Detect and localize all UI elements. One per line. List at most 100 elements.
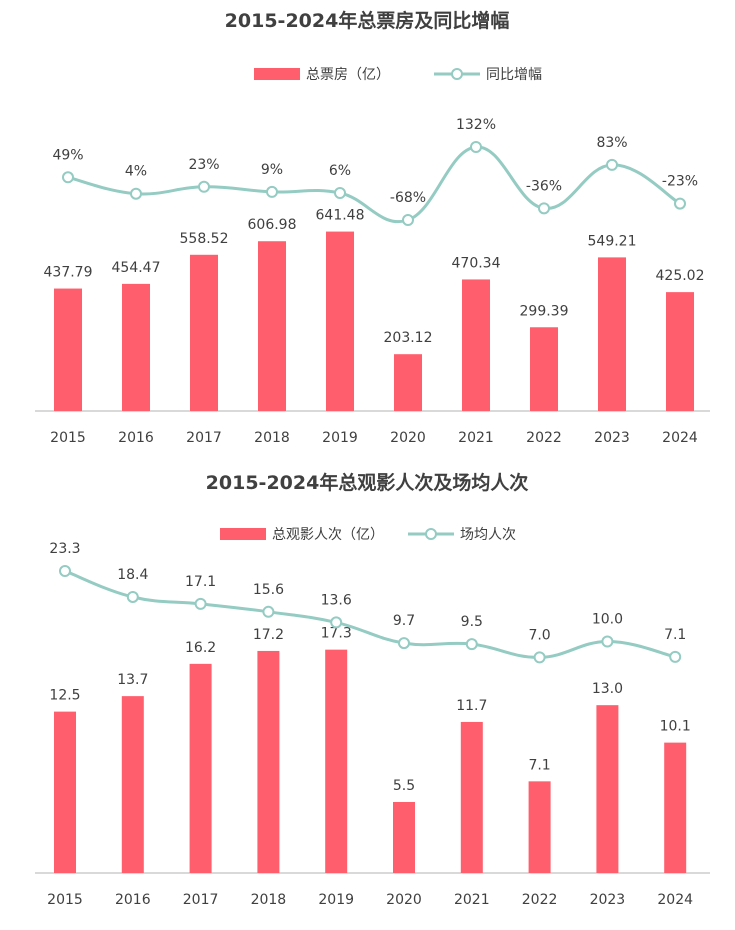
- line-data-label: 83%: [596, 135, 627, 151]
- legend-label-line: 同比增幅: [486, 67, 542, 83]
- legend-label-bar: 总观影人次（亿）: [272, 527, 384, 543]
- legend-swatch-bar: [254, 68, 300, 80]
- chart-title: 2015-2024年总观影人次及场均人次: [206, 471, 529, 494]
- line-data-label: -68%: [390, 190, 426, 206]
- line-point: [59, 565, 71, 577]
- bar-data-label: 437.79: [44, 265, 93, 281]
- bar: [394, 354, 422, 411]
- bar: [122, 283, 150, 411]
- x-tick-label: 2023: [590, 892, 626, 908]
- line-data-label: 15.6: [253, 582, 284, 598]
- bar: [121, 696, 144, 873]
- line-point: [330, 616, 343, 629]
- x-tick-label: 2024: [662, 430, 698, 446]
- line-data-label: 9.5: [461, 614, 483, 630]
- bar-data-label: 299.39: [520, 303, 569, 319]
- bar: [596, 705, 619, 873]
- bar-data-label: 641.48: [316, 208, 365, 224]
- x-tick-label: 2020: [386, 892, 422, 908]
- line-point: [262, 605, 275, 618]
- line-point: [334, 186, 346, 199]
- bar: [460, 721, 483, 873]
- legend-swatch-bar: [220, 528, 266, 540]
- bar-data-label: 10.1: [660, 719, 691, 735]
- bar: [530, 327, 558, 411]
- bar: [664, 742, 687, 873]
- line-point: [266, 185, 278, 198]
- x-tick-label: 2016: [115, 892, 151, 908]
- line-point: [533, 651, 546, 664]
- bar-data-label: 13.0: [592, 681, 623, 697]
- x-tick-label: 2022: [526, 430, 562, 446]
- x-tick-label: 2018: [251, 892, 287, 908]
- chart-title: 2015-2024年总票房及同比增幅: [225, 9, 510, 32]
- line-point: [601, 635, 614, 648]
- bar-data-label: 425.02: [656, 268, 705, 284]
- line-data-label: 132%: [456, 117, 496, 133]
- bar-data-label: 7.1: [528, 757, 550, 773]
- bar-data-label: 16.2: [185, 640, 216, 656]
- bar-data-label: 454.47: [112, 260, 161, 276]
- line-data-label: 18.4: [117, 567, 148, 583]
- line-data-label: 23%: [188, 157, 219, 173]
- legend: 总观影人次（亿） 场均人次: [220, 527, 516, 543]
- bar-data-label: 558.52: [180, 231, 229, 247]
- line-series: [67, 145, 681, 224]
- line-point: [606, 158, 618, 171]
- line-series: [64, 569, 676, 659]
- bar: [257, 650, 280, 873]
- bar: [393, 801, 415, 873]
- bar: [54, 711, 76, 873]
- bar: [462, 279, 490, 411]
- line-data-label: 23.3: [49, 541, 80, 557]
- x-tick-label: 2016: [118, 430, 154, 446]
- x-tick-label: 2024: [657, 892, 693, 908]
- x-tick-label: 2018: [254, 430, 290, 446]
- bar-data-label: 606.98: [248, 217, 297, 233]
- bar-data-label: 12.5: [49, 688, 80, 704]
- bar-data-label: 470.34: [452, 255, 501, 271]
- line-point: [198, 180, 210, 193]
- bar: [598, 257, 626, 411]
- line-point: [538, 202, 550, 215]
- line-data-label: 7.1: [664, 627, 686, 643]
- line-point: [62, 171, 74, 184]
- line-data-label: 10.0: [592, 611, 623, 627]
- x-tick-label: 2015: [50, 430, 86, 446]
- x-tick-label: 2015: [47, 892, 83, 908]
- line-data-label: 49%: [52, 147, 83, 163]
- line-data-label: 17.1: [185, 574, 216, 590]
- legend-label-bar: 总票房（亿）: [306, 67, 390, 83]
- bar-data-label: 11.7: [456, 698, 487, 714]
- bar-data-label: 5.5: [393, 778, 415, 794]
- line-data-label: 4%: [125, 164, 147, 180]
- line-point: [669, 650, 682, 663]
- x-tick-label: 2019: [322, 430, 358, 446]
- bar: [326, 231, 354, 411]
- line-point: [402, 214, 414, 226]
- line-point: [465, 638, 478, 651]
- legend-swatch-marker: [425, 528, 437, 540]
- line-data-label: -23%: [662, 174, 698, 190]
- bar: [666, 292, 694, 411]
- line-data-label: 9%: [261, 162, 283, 178]
- bar-data-label: 17.3: [321, 626, 352, 642]
- line-data-label: 7.0: [528, 627, 550, 643]
- line-point: [470, 141, 482, 153]
- x-tick-label: 2021: [454, 892, 490, 908]
- x-tick-label: 2019: [318, 892, 354, 908]
- line-point: [130, 187, 142, 200]
- bar-data-label: 203.12: [384, 330, 433, 346]
- line-data-label: 9.7: [393, 613, 415, 629]
- line-point: [194, 597, 207, 610]
- bar-data-label: 549.21: [588, 233, 637, 249]
- legend: 总票房（亿） 同比增幅: [254, 67, 542, 83]
- bar: [54, 288, 82, 411]
- x-tick-label: 2020: [390, 430, 426, 446]
- bar: [258, 241, 286, 411]
- x-tick-label: 2017: [183, 892, 219, 908]
- legend-swatch-marker: [451, 68, 463, 80]
- x-tick-label: 2022: [522, 892, 558, 908]
